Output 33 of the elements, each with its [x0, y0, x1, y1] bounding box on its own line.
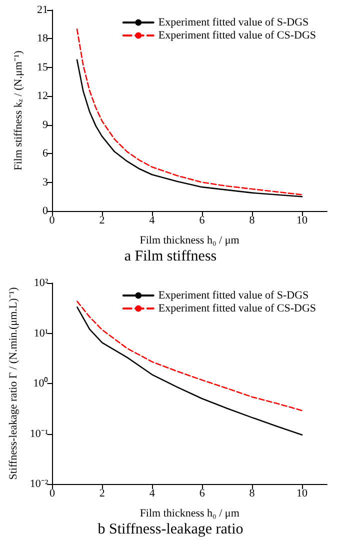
x-axis-title: Film thickness h₀ / μm	[140, 234, 240, 246]
y-tick-label: 6	[42, 148, 48, 160]
x-tick-label: 6	[199, 488, 206, 500]
text: b Stiffness-leakage ratio	[98, 522, 244, 538]
y-tick-label: 10²	[34, 277, 49, 289]
legend-label: Experiment fitted value of CS-DGS	[158, 302, 316, 314]
x-tick-label: 2	[99, 488, 105, 500]
y-tick-label: 0	[42, 205, 48, 217]
y-tick-label: 12	[37, 90, 48, 102]
x-tick-label: 8	[249, 214, 256, 226]
legend-label: Experiment fitted value of CS-DGS	[158, 30, 316, 42]
x-tick-label: 4	[149, 214, 156, 226]
x-tick-label: 10	[296, 214, 308, 226]
legend-label: Experiment fitted value of S-DGS	[158, 290, 309, 302]
y-tick-label: 15	[37, 61, 48, 74]
line-series	[76, 59, 303, 198]
legend-label: Experiment fitted value of S-DGS	[158, 16, 309, 28]
y-tick-label: 10⁻¹	[30, 428, 48, 440]
y-axis-title: Stiffness-leakage ratio Γ / (N.min.(μm.L)⁻¹)	[8, 286, 20, 480]
text: a Film stiffness	[124, 248, 217, 264]
y-tick-label: 10⁻²	[30, 478, 49, 490]
y-tick-label: 3	[42, 176, 48, 188]
x-axis-title: Film thickness h₀ / μm	[140, 508, 240, 520]
y-tick-label: 10⁰	[33, 376, 48, 390]
y-tick-label: 18	[37, 32, 48, 45]
x-tick-label: 6	[199, 214, 206, 226]
x-tick-label: 8	[249, 488, 256, 500]
x-tick-label: 4	[149, 488, 156, 500]
x-tick-label: 10	[296, 488, 308, 500]
y-tick-label: 21	[37, 4, 48, 16]
x-tick-label: 2	[99, 214, 105, 226]
y-tick-label: 10¹	[34, 327, 48, 340]
y-tick-label: 9	[42, 118, 48, 131]
